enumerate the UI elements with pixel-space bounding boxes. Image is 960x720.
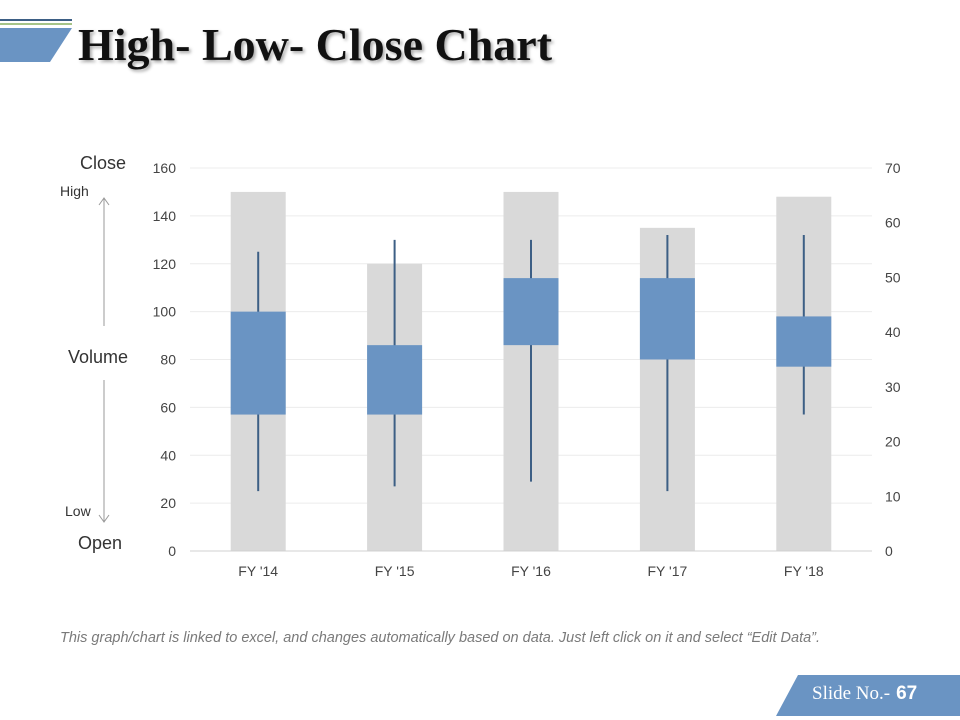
y-left-tick-label: 120 <box>153 256 177 272</box>
y-left-tick-label: 60 <box>160 399 176 415</box>
y-right-tick-label: 50 <box>885 269 901 285</box>
y-left-tick-label: 160 <box>153 160 177 176</box>
open-close-box <box>367 345 423 415</box>
slide-number-value: 67 <box>896 683 918 704</box>
y-right-tick-label: 20 <box>885 434 901 450</box>
x-tick-label: FY '16 <box>511 563 551 579</box>
open-close-box <box>639 278 695 360</box>
page-title: High- Low- Close Chart <box>78 19 553 70</box>
open-close-box <box>230 311 286 415</box>
slide-number: Slide No.- 67 <box>812 683 917 705</box>
y-right-tick-label: 60 <box>885 215 901 231</box>
volume-label: Volume <box>68 347 129 367</box>
slide-label: Slide No.- <box>812 683 891 704</box>
y-right-tick-label: 10 <box>885 488 901 504</box>
high-label: High <box>60 183 89 199</box>
x-tick-label: FY '18 <box>784 563 824 579</box>
footnote: This graph/chart is linked to excel, and… <box>60 630 821 646</box>
open-close-box <box>503 278 559 346</box>
close-axis-label: Close <box>80 153 127 173</box>
y-right-tick-label: 0 <box>885 543 893 559</box>
low-label: Low <box>65 503 91 519</box>
title-decoration <box>0 19 72 62</box>
x-tick-label: FY '14 <box>238 563 278 579</box>
y-right-tick-label: 40 <box>885 324 901 340</box>
y-right-tick-label: 30 <box>885 379 901 395</box>
y-left-tick-label: 80 <box>160 352 176 368</box>
y-left-tick-label: 0 <box>168 543 176 559</box>
y-left-tick-label: 20 <box>160 495 176 511</box>
x-tick-label: FY '17 <box>648 563 688 579</box>
y-left-tick-label: 100 <box>153 304 177 320</box>
y-left-tick-label: 140 <box>153 208 177 224</box>
open-close-box <box>776 316 832 367</box>
y-right-tick-label: 70 <box>885 160 901 176</box>
y-left-tick-label: 40 <box>160 447 176 463</box>
x-tick-label: FY '15 <box>375 563 415 579</box>
open-axis-label: Open <box>78 533 123 553</box>
